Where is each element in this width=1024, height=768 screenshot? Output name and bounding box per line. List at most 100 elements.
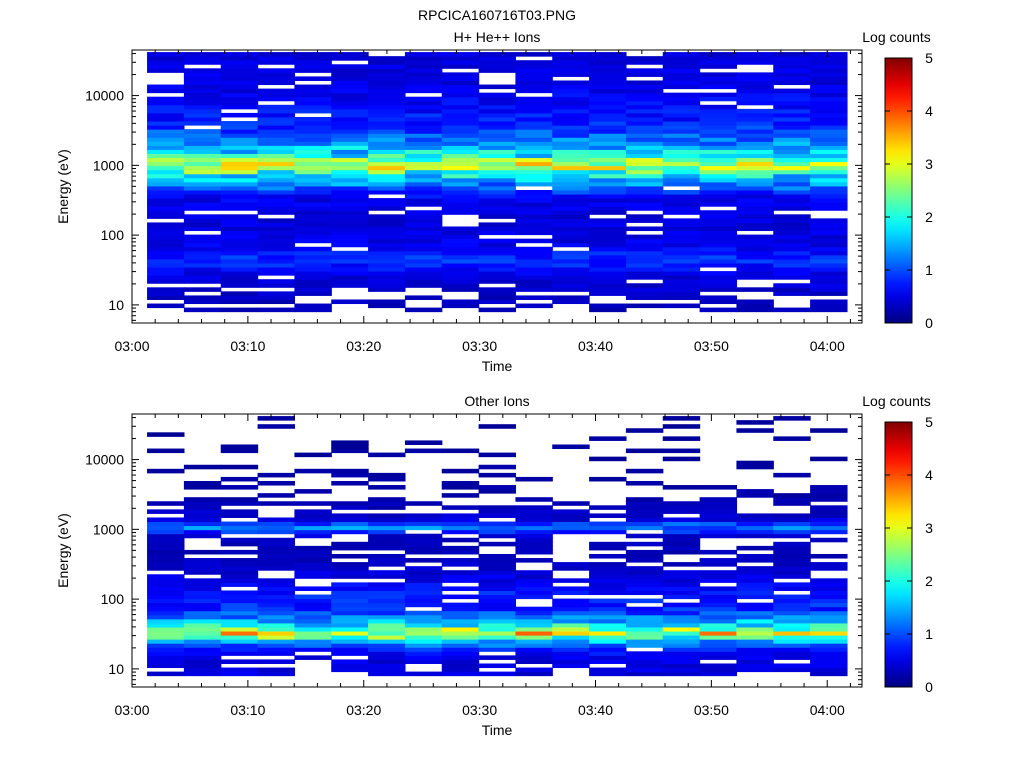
heatmap-cell (257, 667, 296, 673)
heatmap-cell (515, 287, 553, 292)
heatmap-cell (220, 64, 259, 69)
heatmap-cell (147, 112, 185, 118)
heatmap-cell (589, 153, 627, 159)
heatmap-cell (662, 659, 701, 664)
heatmap-cell (404, 602, 443, 608)
heatmap-cell (773, 262, 811, 268)
heatmap-cell (331, 440, 369, 445)
heatmap-cell (183, 299, 222, 305)
heatmap-cell (294, 206, 332, 211)
heatmap-cell (552, 513, 590, 518)
heatmap-cell (404, 525, 443, 531)
heatmap-cell (662, 517, 701, 523)
heatmap-cell (147, 558, 185, 563)
heatmap-cell (810, 202, 848, 207)
heatmap-cell (699, 667, 738, 673)
heatmap-cell (589, 456, 627, 462)
heatmap-cell (773, 570, 811, 575)
heatmap-cell (368, 472, 406, 478)
heatmap-cell (294, 606, 332, 612)
heatmap-cell (404, 121, 443, 126)
heatmap-cell (220, 230, 259, 236)
heatmap-cell (625, 242, 664, 248)
heatmap-cell (625, 254, 664, 260)
heatmap-cell (773, 521, 811, 527)
heatmap-cell (699, 647, 738, 652)
heatmap-cell (699, 226, 738, 232)
heatmap-cell (147, 68, 185, 73)
heatmap-cell (441, 537, 480, 543)
heatmap-cell (736, 558, 774, 563)
heatmap-cell (625, 189, 664, 195)
heatmap-cell (810, 80, 848, 86)
heatmap-cell (662, 80, 701, 86)
heatmap-cell (699, 92, 738, 98)
heatmap-cell (220, 185, 259, 191)
heatmap-cell (589, 173, 627, 179)
heatmap-cell (773, 307, 811, 313)
heatmap-cell (736, 594, 774, 600)
heatmap-cell (662, 485, 701, 490)
heatmap-cell (257, 165, 296, 171)
heatmap-cell (404, 145, 443, 150)
heatmap-cell (220, 275, 259, 280)
heatmap-cell (368, 626, 406, 632)
x-tick-label: 04:00 (810, 338, 845, 354)
heatmap-cell (183, 214, 222, 219)
heatmap-cell (257, 262, 296, 268)
heatmap-cell (220, 647, 259, 652)
heatmap-cell (183, 275, 222, 280)
heatmap-cell (736, 643, 774, 648)
heatmap-cell (773, 558, 811, 563)
heatmap-cell (404, 254, 443, 260)
heatmap-cell (404, 100, 443, 106)
heatmap-cell (662, 521, 701, 527)
heatmap-cell (810, 291, 848, 296)
heatmap-cell (257, 112, 296, 118)
heatmap-cell (441, 618, 480, 624)
heatmap-cell (220, 574, 259, 579)
heatmap-cell (552, 598, 590, 604)
heatmap-cell (699, 214, 738, 219)
heatmap-cell (147, 590, 185, 596)
heatmap-cell (368, 275, 406, 280)
heatmap-cell (810, 287, 848, 292)
heatmap-cell (368, 476, 406, 482)
heatmap-cell (478, 121, 517, 126)
heatmap-cell (220, 60, 259, 65)
heatmap-cell (552, 194, 590, 199)
heatmap-cell (478, 222, 517, 227)
heatmap-cell (625, 631, 664, 636)
heatmap-cell (368, 533, 406, 539)
heatmap-cell (183, 610, 222, 616)
heatmap-cell (736, 250, 774, 256)
heatmap-cell (589, 566, 627, 571)
heatmap-cell (662, 116, 701, 122)
heatmap-cell (699, 56, 738, 61)
heatmap-cell (773, 185, 811, 191)
heatmap-cell (331, 271, 369, 276)
heatmap-cell (478, 307, 517, 313)
heatmap-cell (589, 157, 627, 163)
heatmap-cell (552, 96, 590, 102)
heatmap-cell (294, 254, 332, 260)
heatmap-cell (515, 529, 553, 535)
heatmap-cell (552, 173, 590, 179)
heatmap-cell (625, 125, 664, 130)
heatmap-cell (183, 602, 222, 608)
panel-title: Other Ions (464, 393, 529, 409)
heatmap-cell (625, 622, 664, 628)
heatmap-cell (368, 639, 406, 644)
heatmap-cell (478, 60, 517, 65)
heatmap-cell (552, 214, 590, 219)
heatmap-cell (589, 161, 627, 167)
heatmap-cell (147, 56, 185, 61)
heatmap-cell (589, 525, 627, 531)
heatmap-cell (147, 129, 185, 134)
heatmap-cell (220, 149, 259, 154)
heatmap-cell (515, 165, 553, 171)
heatmap-cell (625, 234, 664, 240)
heatmap-cell (183, 226, 222, 232)
heatmap-cell (552, 169, 590, 175)
